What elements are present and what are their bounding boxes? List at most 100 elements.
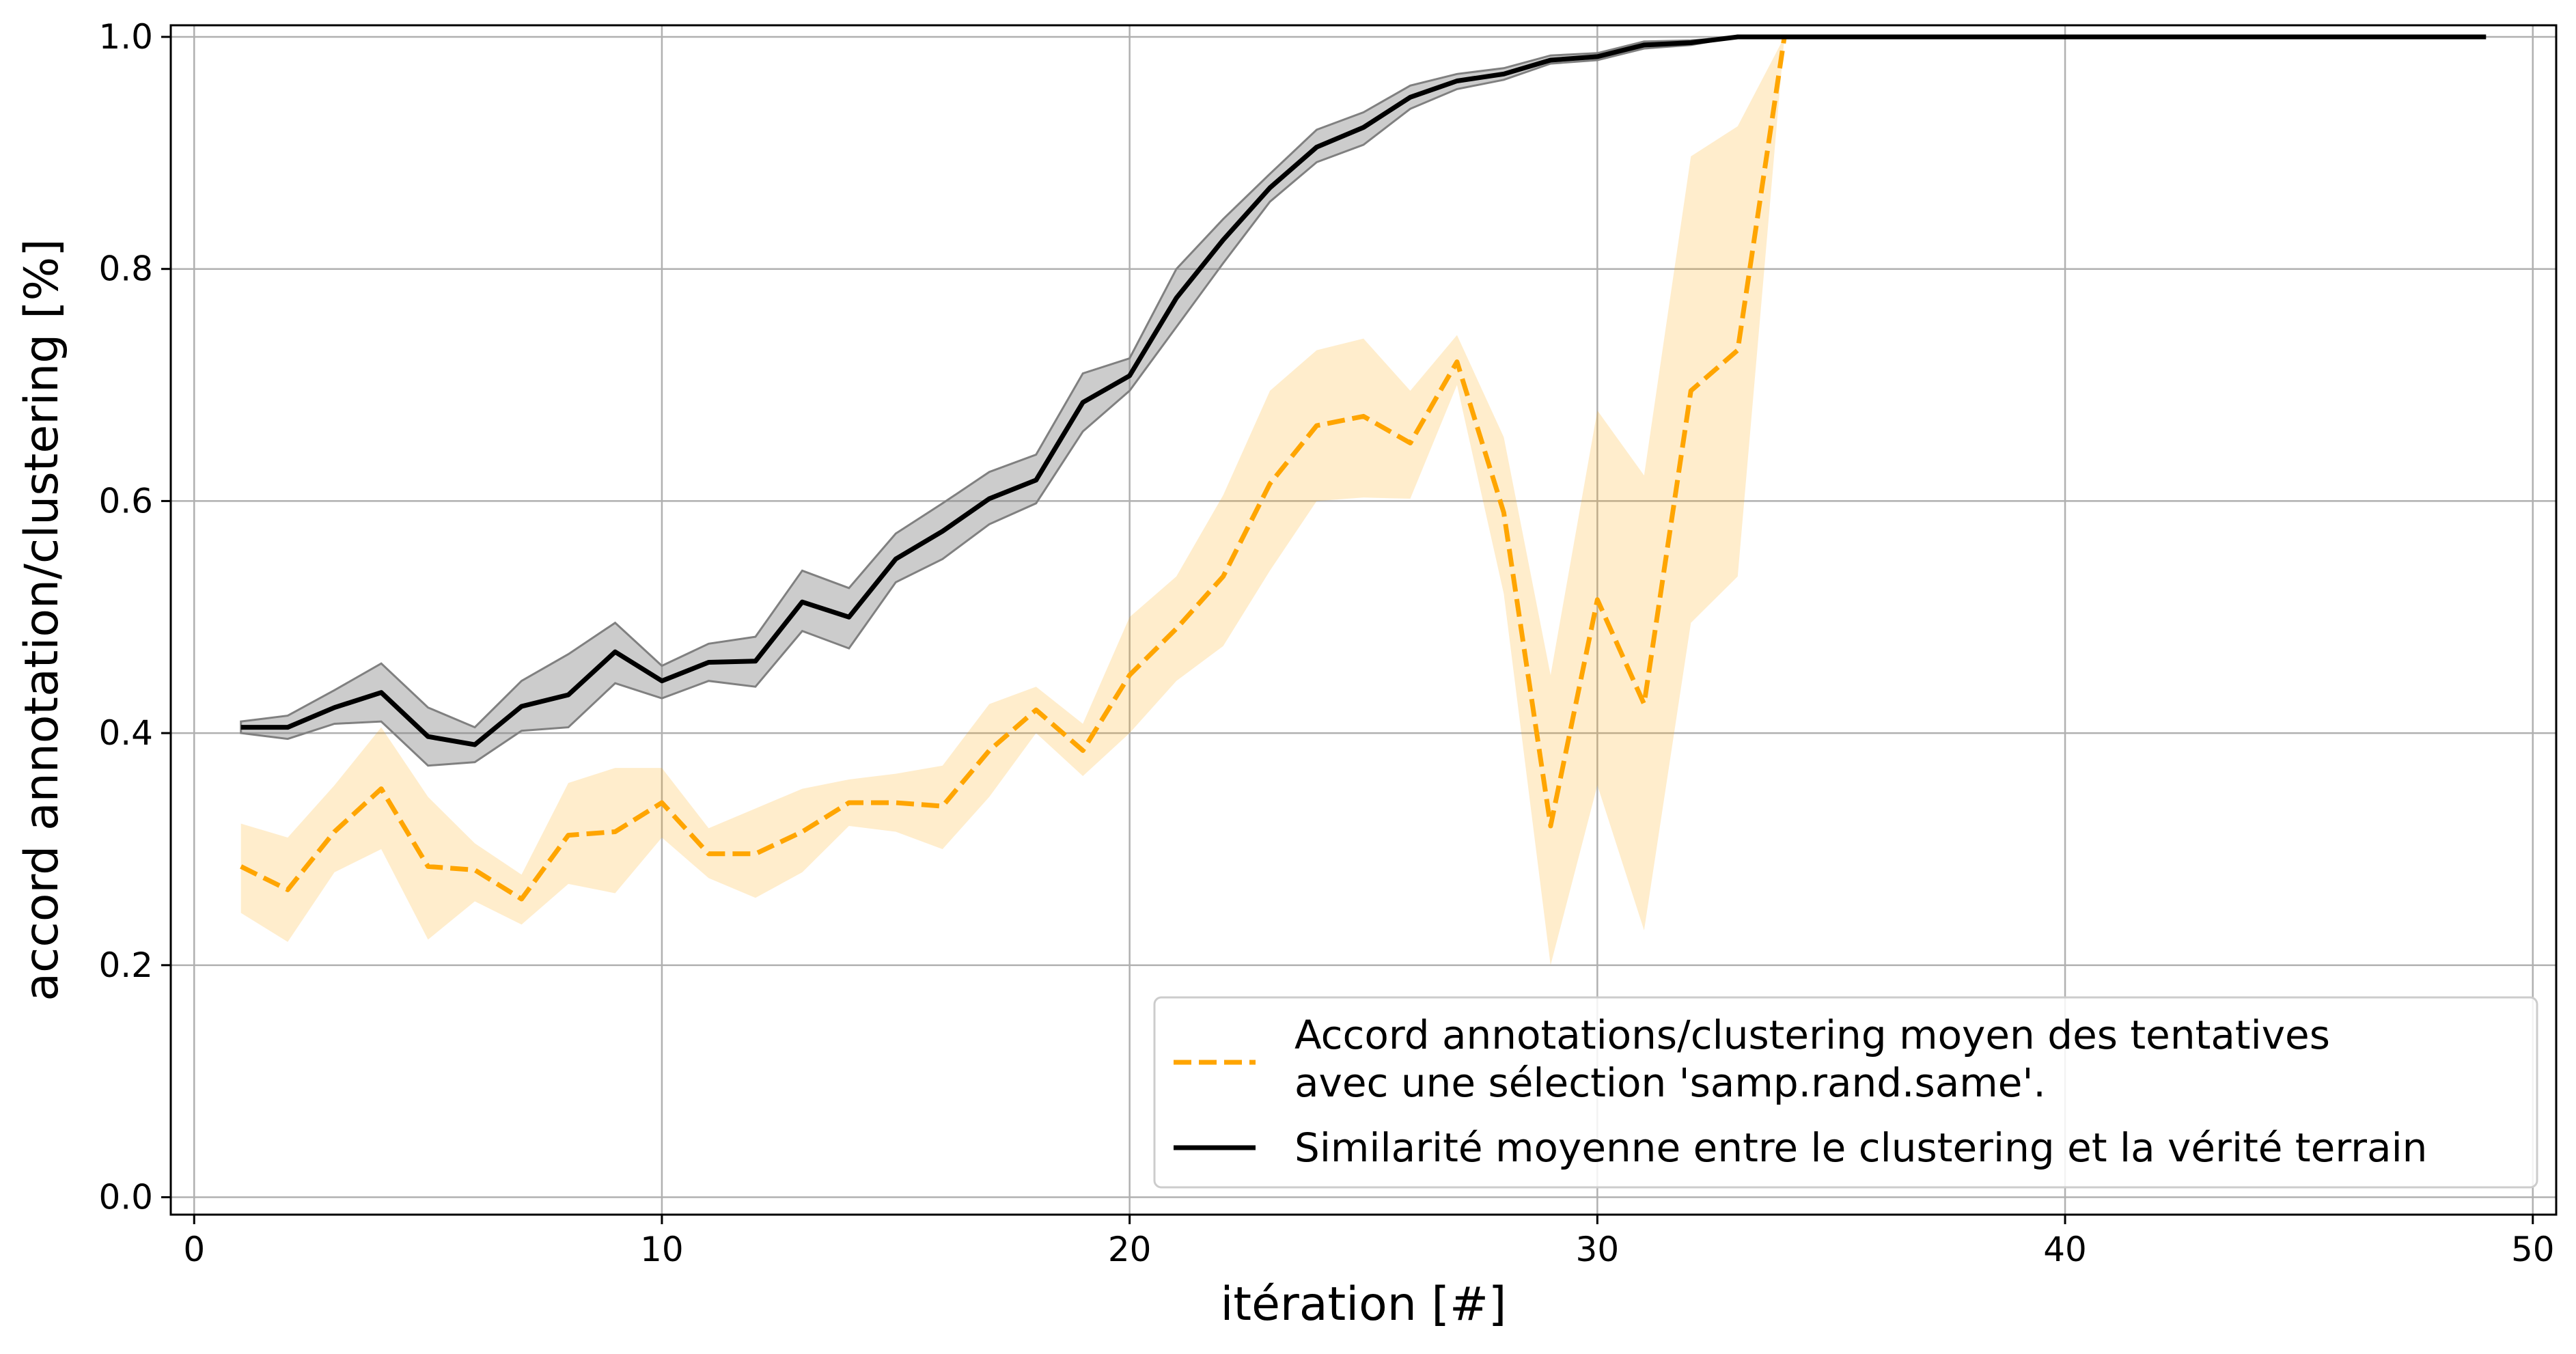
- data-point-similarite: [286, 726, 290, 730]
- legend: Accord annotations/clustering moyen des …: [1153, 996, 2538, 1189]
- data-point-similarite: [1969, 35, 1973, 39]
- data-point-similarite: [1736, 35, 1740, 39]
- data-point-accord: [1549, 824, 1553, 828]
- data-point-accord: [333, 830, 337, 834]
- data-point-similarite: [1689, 41, 1693, 45]
- data-point-similarite: [1361, 126, 1366, 130]
- data-point-similarite: [1782, 35, 1786, 39]
- data-point-similarite: [1034, 478, 1038, 482]
- legend-box: [1153, 996, 2538, 1189]
- data-point-similarite: [2063, 35, 2067, 39]
- data-point-similarite: [2484, 35, 2488, 39]
- data-point-accord: [566, 833, 570, 838]
- x-tick-label: 20: [1108, 1230, 1152, 1269]
- y-tick-label: 1.0: [98, 17, 153, 57]
- data-point-accord: [379, 787, 383, 791]
- data-point-similarite: [473, 743, 477, 747]
- data-point-similarite: [2110, 35, 2114, 39]
- x-tick-label: 50: [2511, 1230, 2555, 1269]
- data-point-similarite: [2250, 35, 2254, 39]
- data-point-accord: [520, 897, 524, 901]
- data-point-accord: [1642, 702, 1646, 706]
- data-point-accord: [1174, 626, 1178, 631]
- data-point-similarite: [2204, 35, 2208, 39]
- data-point-accord: [894, 801, 898, 805]
- data-point-accord: [426, 864, 430, 868]
- data-point-similarite: [239, 726, 243, 730]
- y-tick-label: 0.2: [98, 945, 153, 985]
- data-point-accord: [473, 868, 477, 872]
- data-point-similarite: [2390, 35, 2394, 39]
- data-point-similarite: [1829, 35, 1833, 39]
- data-point-accord: [706, 852, 710, 856]
- y-tick-label: 0.6: [98, 481, 153, 521]
- y-tick-label: 0.4: [98, 713, 153, 753]
- data-point-accord: [613, 830, 618, 834]
- data-point-accord: [239, 864, 243, 868]
- data-point-similarite: [1315, 145, 1319, 149]
- data-point-similarite: [2297, 35, 2301, 39]
- data-point-accord: [1689, 389, 1693, 393]
- y-axis-title: accord annotation/clustering [%]: [15, 238, 69, 1001]
- data-point-accord: [1595, 598, 1599, 602]
- data-point-accord: [1455, 360, 1459, 364]
- data-point-similarite: [1128, 374, 1132, 378]
- data-point-similarite: [333, 706, 337, 710]
- data-point-accord: [1501, 510, 1506, 514]
- data-point-accord: [1081, 749, 1085, 753]
- data-point-similarite: [706, 661, 710, 665]
- data-point-similarite: [753, 659, 758, 663]
- data-point-similarite: [1595, 55, 1599, 59]
- data-point-similarite: [2437, 35, 2441, 39]
- data-point-accord: [1361, 414, 1366, 418]
- data-point-similarite: [987, 497, 991, 501]
- data-point-similarite: [941, 529, 945, 534]
- data-point-similarite: [379, 691, 383, 695]
- data-point-similarite: [1409, 95, 1413, 99]
- legend-label-accord-line1: Accord annotations/clustering moyen des …: [1294, 1012, 2330, 1058]
- data-point-accord: [987, 749, 991, 753]
- plot-frame: [169, 24, 2558, 1216]
- series-lines: [239, 34, 2488, 902]
- data-point-accord: [660, 801, 664, 805]
- data-point-similarite: [847, 615, 851, 619]
- data-point-similarite: [2157, 35, 2161, 39]
- data-point-similarite: [2017, 35, 2021, 39]
- data-point-accord: [941, 804, 945, 808]
- data-point-similarite: [520, 704, 524, 708]
- data-point-similarite: [2344, 35, 2348, 39]
- data-point-accord: [1268, 482, 1272, 486]
- data-point-accord: [800, 830, 804, 834]
- data-point-similarite: [1876, 35, 1880, 39]
- data-point-accord: [1221, 575, 1225, 579]
- data-point-similarite: [1455, 79, 1459, 83]
- data-point-similarite: [1174, 296, 1178, 300]
- data-point-similarite: [426, 734, 430, 738]
- data-point-accord: [1409, 441, 1413, 445]
- legend-label-similarite: Similarité moyenne entre le clustering e…: [1294, 1124, 2427, 1171]
- data-point-similarite: [1923, 35, 1927, 39]
- data-point-similarite: [1081, 400, 1085, 404]
- y-tick-label: 0.0: [98, 1178, 153, 1217]
- x-tick-label: 0: [183, 1230, 205, 1269]
- x-tick-label: 10: [640, 1230, 684, 1269]
- data-point-similarite: [566, 693, 570, 697]
- data-point-accord: [1736, 348, 1740, 353]
- data-point-similarite: [1549, 58, 1553, 62]
- data-point-accord: [286, 887, 290, 892]
- data-point-accord: [753, 852, 758, 856]
- data-point-accord: [1128, 673, 1132, 677]
- x-tick-label: 30: [1576, 1230, 1620, 1269]
- data-point-similarite: [1501, 72, 1506, 76]
- y-tick-label: 0.8: [98, 249, 153, 289]
- x-tick-label: 40: [2043, 1230, 2087, 1269]
- data-point-similarite: [1268, 186, 1272, 190]
- data-point-accord: [1315, 424, 1319, 428]
- data-point-similarite: [613, 650, 618, 654]
- data-point-similarite: [1221, 238, 1225, 242]
- data-point-similarite: [894, 557, 898, 561]
- legend-label-accord-line2: avec une sélection 'samp.rand.same'.: [1294, 1060, 2046, 1106]
- data-point-accord: [1034, 708, 1038, 712]
- grid: [171, 25, 2556, 1215]
